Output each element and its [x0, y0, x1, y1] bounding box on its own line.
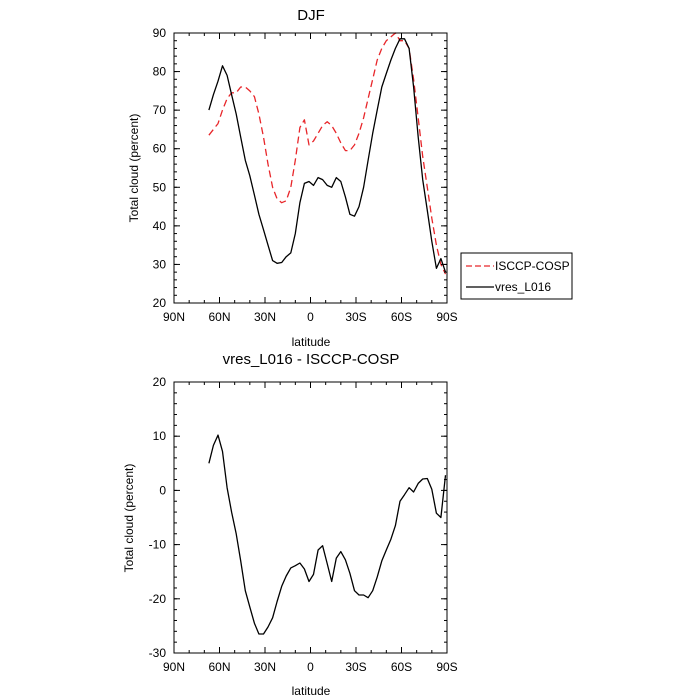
bottom-title: vres_L016 - ISCCP-COSP — [223, 351, 400, 368]
top-y-tick-label: 80 — [153, 65, 167, 79]
top-y-tick-label: 90 — [153, 26, 167, 40]
bottom-y-tick-label: 10 — [153, 429, 167, 443]
top-y-tick-label: 70 — [153, 103, 167, 117]
top-y-tick-label: 40 — [153, 219, 167, 233]
top-x-tick-label: 30N — [254, 310, 276, 324]
top-y-tick-label: 20 — [153, 296, 167, 310]
bottom-x-tick-label: 60N — [208, 660, 230, 674]
top-y-tick-label: 60 — [153, 142, 167, 156]
bottom-x-tick-label: 0 — [307, 660, 314, 674]
top-plot-frame — [173, 32, 448, 304]
bottom-y-tick-label: -20 — [149, 592, 167, 606]
top-x-tick-label: 90S — [436, 310, 457, 324]
bottom-y-tick-label: -10 — [149, 538, 167, 552]
top-title: DJF — [297, 7, 325, 24]
bottom-panel: vres_L016 - ISCCP-COSP 90N 60N 30N 0 30S 60S 9… — [122, 351, 458, 698]
bottom-x-axis-label: latitude — [292, 684, 331, 698]
bottom-y-tick-label: -30 — [149, 646, 167, 660]
top-x-tick-label: 0 — [307, 310, 314, 324]
top-series-line-vres-l016 — [208, 38, 447, 273]
bottom-series-line-vres-l016-isccp-cosp — [208, 434, 447, 635]
legend-label-vres: vres_L016 — [495, 280, 551, 294]
top-x-axis-label: latitude — [292, 335, 331, 349]
top-x-tick-label: 90N — [163, 310, 185, 324]
bottom-x-tick-label: 30N — [254, 660, 276, 674]
bottom-y-axis-label: Total cloud (percent) — [122, 464, 136, 573]
top-y-axis-label: Total cloud (percent) — [127, 114, 141, 223]
top-panel: DJF 90N 60N 30N 0 30S 60S 90S 20 30 40 50 60 70 80 90… — [127, 7, 573, 349]
bottom-x-tick-label: 90S — [436, 660, 457, 674]
top-x-tick-label: 60S — [391, 310, 412, 324]
top-y-tick-label: 30 — [153, 257, 167, 271]
bottom-plot-frame — [173, 381, 448, 654]
bottom-x-tick-label: 60S — [391, 660, 412, 674]
top-x-tick-label: 60N — [208, 310, 230, 324]
bottom-y-tick-label: 20 — [153, 375, 167, 389]
bottom-y-tick-label: 0 — [159, 483, 166, 497]
legend-label-isccp: ISCCP-COSP — [495, 259, 570, 273]
legend: ISCCP-COSP vres_L016 — [460, 252, 573, 300]
legend-box — [460, 252, 573, 300]
bottom-x-tick-label: 90N — [163, 660, 185, 674]
top-y-tick-label: 50 — [153, 180, 167, 194]
bottom-x-tick-label: 30S — [345, 660, 366, 674]
top-x-tick-label: 30S — [345, 310, 366, 324]
